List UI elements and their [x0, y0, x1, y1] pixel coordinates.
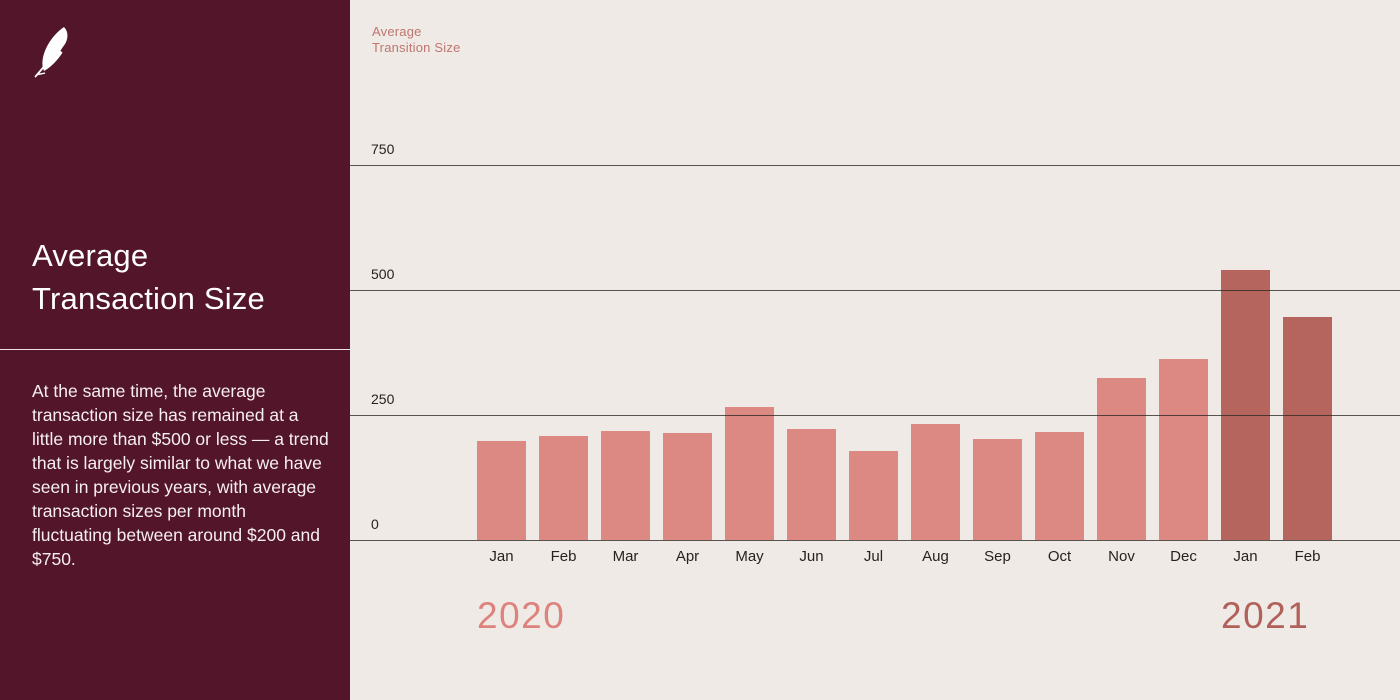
y-axis-tick-label: 250 [371, 391, 395, 407]
x-axis-month-label: Dec [1170, 548, 1197, 565]
bar-may-2020 [725, 407, 774, 540]
sidebar: Average Transaction Size At the same tim… [0, 0, 350, 700]
gridline-750 [350, 165, 1400, 166]
x-axis-month-label: Nov [1108, 548, 1135, 565]
y-axis-tick-label: 500 [371, 266, 395, 282]
x-axis-month-label: Oct [1047, 548, 1072, 565]
bar-aug-2020 [911, 423, 960, 540]
x-axis-month-label: Feb [550, 548, 577, 565]
bar-mar-2020 [601, 430, 650, 540]
bar-jan-2021 [1221, 270, 1270, 540]
chart-plot: Average Transition Size 2020 2021 Jan Feb… [350, 0, 1400, 700]
bar-feb-2021 [1283, 316, 1332, 540]
bar-nov-2020 [1097, 377, 1146, 540]
sidebar-divider [0, 349, 350, 350]
y-axis-tick-label: 0 [371, 516, 379, 532]
x-axis-month-label: Jul [863, 548, 884, 565]
bar-dec-2020 [1159, 359, 1208, 540]
year-label-2021: 2021 [1221, 595, 1310, 636]
x-axis-month-label: Jan [1233, 548, 1258, 565]
year-label-2020: 2020 [477, 595, 566, 636]
robinhood-feather-logo-icon [34, 27, 68, 78]
x-axis-month-label: Sep [984, 548, 1011, 565]
x-axis-month-label: Aug [922, 548, 949, 565]
bar-jan-2020 [477, 441, 526, 540]
x-axis-month-label: Apr [675, 548, 700, 565]
gridline-500 [350, 290, 1400, 291]
gridline-0 [350, 540, 1400, 541]
bar-jul-2020 [849, 450, 898, 540]
x-axis-month-label: Feb [1294, 548, 1321, 565]
bar-feb-2020 [539, 436, 588, 540]
bar-oct-2020 [1035, 432, 1084, 540]
y-axis-tick-label: 750 [371, 141, 395, 157]
bar-sep-2020 [973, 439, 1022, 540]
page-title: Average Transaction Size [32, 238, 265, 316]
bar-apr-2020 [663, 432, 712, 540]
x-axis-month-label: May [735, 548, 764, 565]
x-axis-month-label: Mar [612, 548, 639, 565]
sidebar-description: At the same time, the average transactio… [32, 381, 329, 569]
gridline-250 [350, 415, 1400, 416]
x-axis-month-label: Jun [799, 548, 824, 565]
bar-jun-2020 [787, 428, 836, 540]
x-axis-month-label: Jan [489, 548, 514, 565]
chart-title: Average Transition Size [372, 24, 461, 55]
